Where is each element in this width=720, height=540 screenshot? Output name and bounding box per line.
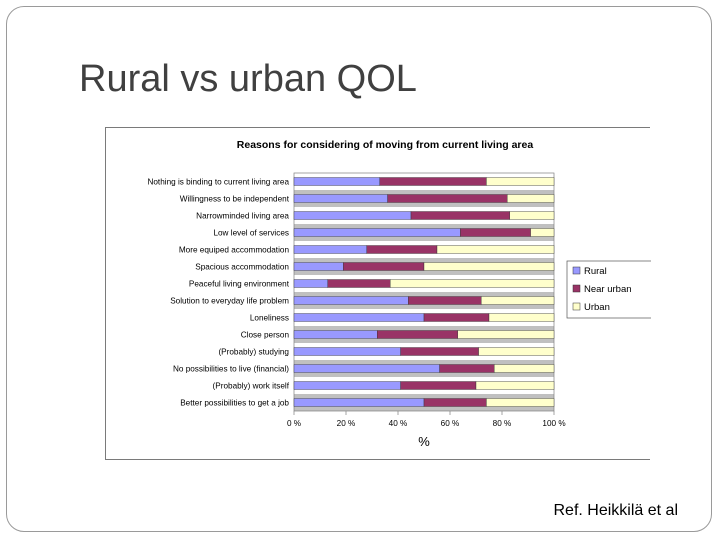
category-label: Peaceful living environment [189, 280, 290, 289]
x-tick-label: 0 % [287, 419, 301, 428]
bar-segment-near-urban [460, 228, 531, 237]
stacked-bar-chart: Reasons for considering of moving from c… [147, 139, 651, 449]
category-label: More equiped accommodation [179, 246, 290, 255]
bar-segment-near-urban [343, 262, 425, 271]
bar-segment-urban [509, 211, 555, 220]
bar-segment-urban [436, 245, 555, 254]
bar-segment-near-urban [387, 194, 508, 203]
x-tick-label: 60 % [441, 419, 460, 428]
bar-segment-urban [475, 381, 555, 390]
bar-segment-near-urban [423, 398, 487, 407]
legend-label: Urban [584, 302, 610, 313]
category-label: Low level of services [213, 229, 289, 238]
slide-title: Rural vs urban QOL [79, 58, 417, 100]
category-label: Close person [241, 331, 290, 340]
legend-swatch-rural [572, 266, 581, 275]
bar-segment-rural [293, 228, 461, 237]
category-label: (Probably) studying [218, 348, 289, 357]
x-axis-label: % [418, 434, 430, 449]
legend-swatch-urban [572, 302, 581, 311]
slide-frame [6, 6, 712, 532]
bar-segment-urban [457, 330, 555, 339]
x-tick-label: 80 % [493, 419, 512, 428]
bar-segment-rural [293, 262, 344, 271]
x-tick-label: 40 % [389, 419, 408, 428]
legend-label: Near urban [584, 284, 632, 295]
bar-segment-rural [293, 398, 425, 407]
x-tick-label: 100 % [542, 419, 565, 428]
chart-area: Reasons for considering of moving from c… [105, 127, 651, 460]
bar-segment-rural [293, 364, 440, 373]
x-tick-label: 20 % [337, 419, 356, 428]
bar-segment-near-urban [327, 279, 391, 288]
bar-segment-rural [293, 211, 412, 220]
bar-segment-near-urban [366, 245, 438, 254]
bar-segment-urban [423, 262, 555, 271]
legend-label: Rural [584, 266, 607, 277]
bar-segment-urban [486, 177, 555, 186]
plot-border [293, 172, 555, 412]
legend-box [566, 260, 651, 319]
bar-segment-urban [530, 228, 555, 237]
bar-segment-near-urban [400, 347, 479, 356]
category-label: Better possibilities to get a job [180, 399, 289, 408]
bar-segment-rural [293, 313, 425, 322]
bar-segment-urban [494, 364, 555, 373]
bar-segment-rural [293, 381, 401, 390]
bar-segment-near-urban [379, 177, 487, 186]
category-label: (Probably) work itself [213, 382, 290, 391]
bar-segment-near-urban [408, 296, 482, 305]
bar-segment-near-urban [410, 211, 511, 220]
bar-segment-urban [507, 194, 555, 203]
bar-segment-urban [478, 347, 555, 356]
bar-segment-near-urban [439, 364, 495, 373]
bar-segment-near-urban [423, 313, 490, 322]
reference-note: Ref. Heikkilä et al [553, 502, 679, 519]
bar-segment-near-urban [400, 381, 477, 390]
bar-segment-rural [293, 330, 378, 339]
bar-segment-near-urban [377, 330, 459, 339]
bar-segment-rural [293, 279, 328, 288]
category-label: Willingness to be independent [180, 195, 290, 204]
category-label: Nothing is binding to current living are… [147, 178, 289, 187]
bar-segment-rural [293, 245, 368, 254]
category-label: Solution to everyday life problem [170, 297, 289, 306]
bar-segment-rural [293, 296, 409, 305]
legend-swatch-near-urban [572, 284, 581, 293]
category-label: Loneliness [250, 314, 289, 323]
category-label: No possibilities to live (financial) [173, 365, 289, 374]
bar-segment-urban [481, 296, 555, 305]
bar-segment-urban [390, 279, 555, 288]
bar-segment-urban [488, 313, 555, 322]
category-label: Narrowminded living area [196, 212, 289, 221]
bar-segment-rural [293, 347, 401, 356]
bar-segment-rural [293, 177, 381, 186]
category-label: Spacious accommodation [195, 263, 289, 272]
chart-title: Reasons for considering of moving from c… [237, 139, 534, 151]
bar-segment-rural [293, 194, 388, 203]
bar-segment-urban [486, 398, 555, 407]
